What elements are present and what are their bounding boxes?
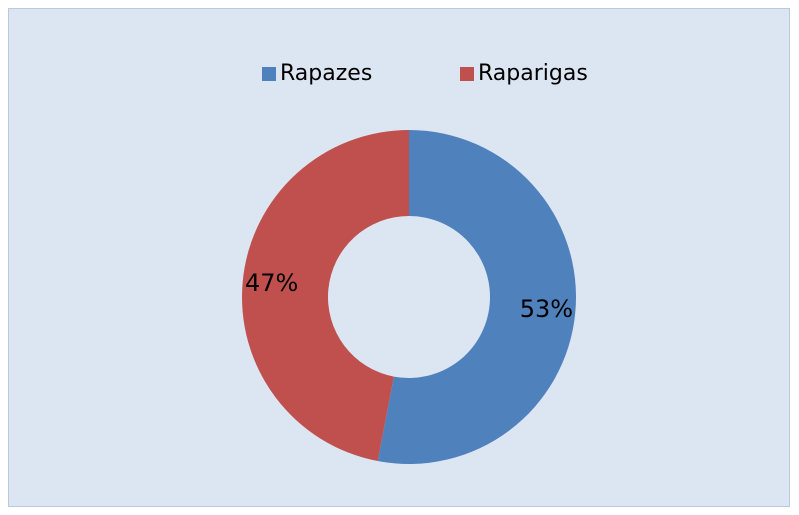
donut-segment: [241, 130, 409, 462]
legend-label: Raparigas: [478, 61, 588, 86]
data-label: 47%: [245, 269, 298, 297]
data-label: 53%: [520, 295, 573, 323]
legend-swatch: [262, 67, 276, 81]
legend-swatch: [460, 67, 474, 81]
legend-label: Rapazes: [280, 61, 372, 86]
donut-segment: [377, 130, 576, 464]
